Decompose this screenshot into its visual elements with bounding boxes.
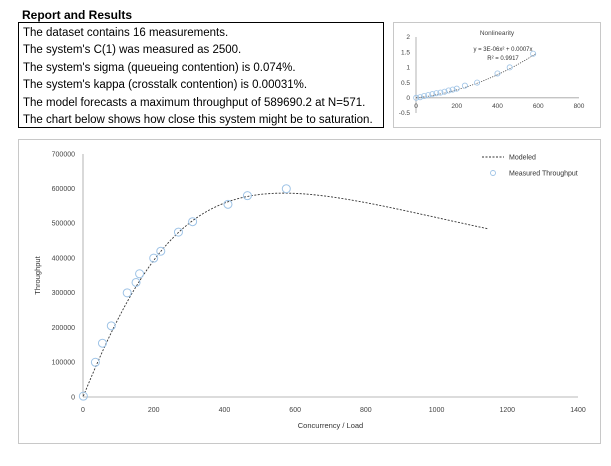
mini-equation-label: y = 3E-06x² + 0.0007x: [473, 47, 532, 53]
nonlinearity-chart: Nonlinearity -0.5 0 0.5 1 1.5 2 0 200 400 600 800 y …: [393, 22, 601, 128]
mini-y-tick-label: 1: [406, 65, 410, 72]
measured-throughput-point: [97, 338, 107, 348]
mini-data-point: [433, 90, 440, 97]
measured-throughput-point: [156, 246, 166, 256]
measured-throughput-point: [149, 253, 159, 263]
mini-data-point: [461, 82, 468, 89]
mini-data-point: [449, 86, 456, 93]
throughput-chart-svg: 0 100000 200000 300000 400000 500000 600000 700…: [33, 151, 586, 430]
measured-throughput-point: [223, 199, 233, 209]
mini-data-point: [429, 91, 436, 98]
main-x-tick-label: 800: [360, 407, 372, 414]
main-x-tick-label: 1200: [499, 407, 515, 414]
legend-measured-label: Measured Throughput: [509, 171, 578, 178]
mini-chart-title: Nonlinearity: [480, 30, 515, 37]
mini-y-tick-label: 0.5: [401, 80, 410, 87]
mini-data-point: [530, 50, 537, 57]
results-summary-box: The dataset contains 16 measurements. Th…: [18, 22, 384, 128]
main-x-tick-label: 600: [289, 407, 301, 414]
mini-y-tick-label: -0.5: [399, 110, 411, 117]
mini-y-tick-label: 2: [406, 34, 410, 41]
main-y-axis-label: Throughput: [33, 255, 42, 294]
mini-data-point: [445, 87, 452, 94]
report-title: Report and Results: [22, 8, 133, 22]
mini-data-point: [413, 94, 420, 101]
nonlinearity-chart-svg: Nonlinearity-0.500.511.520 200 400 600 800y …: [399, 30, 585, 117]
main-x-tick-label: 1000: [429, 407, 445, 414]
main-y-tick-label: 500000: [52, 221, 75, 228]
measured-throughput-point: [131, 277, 141, 287]
measured-throughput-point: [106, 321, 116, 331]
main-x-tick-label: 400: [219, 407, 231, 414]
measured-throughput-point: [122, 288, 132, 298]
mini-data-point: [506, 64, 513, 71]
mini-data-point: [425, 92, 432, 99]
main-x-tick-label: 1400: [570, 407, 586, 414]
mini-data-point: [437, 89, 444, 96]
mini-data-point: [494, 70, 501, 77]
mini-y-tick-label: 1.5: [401, 49, 410, 56]
summary-line-c1: The system's C(1) was measured as 2500.: [23, 44, 242, 57]
mini-x-tick-label: 800: [574, 103, 585, 110]
mini-data-point: [417, 94, 424, 101]
mini-x-tick-label: 0: [414, 103, 418, 110]
measured-throughput-point: [78, 391, 88, 401]
measured-throughput-point: [135, 269, 145, 279]
modeled-curve: [82, 192, 489, 397]
summary-line-measurements: The dataset contains 16 measurements.: [23, 27, 229, 39]
measured-throughput-point: [173, 227, 183, 237]
summary-line-saturation: The chart below shows how close this sys…: [23, 114, 373, 127]
main-y-tick-label: 300000: [52, 290, 75, 297]
mini-data-point: [474, 79, 481, 86]
throughput-chart: 0 100000 200000 300000 400000 500000 600000 700…: [18, 139, 601, 444]
main-y-tick-label: 600000: [52, 186, 75, 193]
summary-line-kappa: The system's kappa (crosstalk contention…: [23, 79, 308, 92]
mini-data-point: [453, 85, 460, 92]
mini-data-point: [441, 88, 448, 95]
main-y-tick-label: 100000: [52, 360, 75, 367]
mini-x-tick-label: 200: [451, 103, 462, 110]
main-x-tick-label: 200: [148, 407, 160, 414]
main-x-axis-label: Concurrency / Load: [298, 421, 363, 430]
main-x-tick-label: 0: [81, 407, 85, 414]
measured-throughput-point: [188, 217, 198, 227]
main-y-tick-label: 0: [71, 394, 75, 401]
main-y-tick-label: 200000: [52, 325, 75, 332]
summary-line-sigma: The system's sigma (queueing contention)…: [23, 61, 296, 74]
legend-modeled-label: Modeled: [509, 155, 536, 162]
measured-throughput-point: [281, 184, 291, 194]
measured-throughput-point: [90, 357, 100, 367]
summary-line-max-throughput: The model forecasts a maximum throughput…: [23, 96, 366, 109]
legend-measured-swatch: [490, 170, 496, 176]
mini-x-tick-label: 400: [492, 103, 503, 110]
measured-throughput-point: [242, 191, 252, 201]
mini-x-tick-label: 600: [533, 103, 544, 110]
mini-y-tick-label: 0: [406, 95, 410, 102]
mini-trendline: [415, 53, 537, 99]
main-y-tick-label: 400000: [52, 255, 75, 262]
mini-r-squared-label: R² = 0.9917: [487, 56, 519, 62]
main-y-tick-label: 700000: [52, 151, 75, 158]
mini-data-point: [421, 92, 428, 99]
